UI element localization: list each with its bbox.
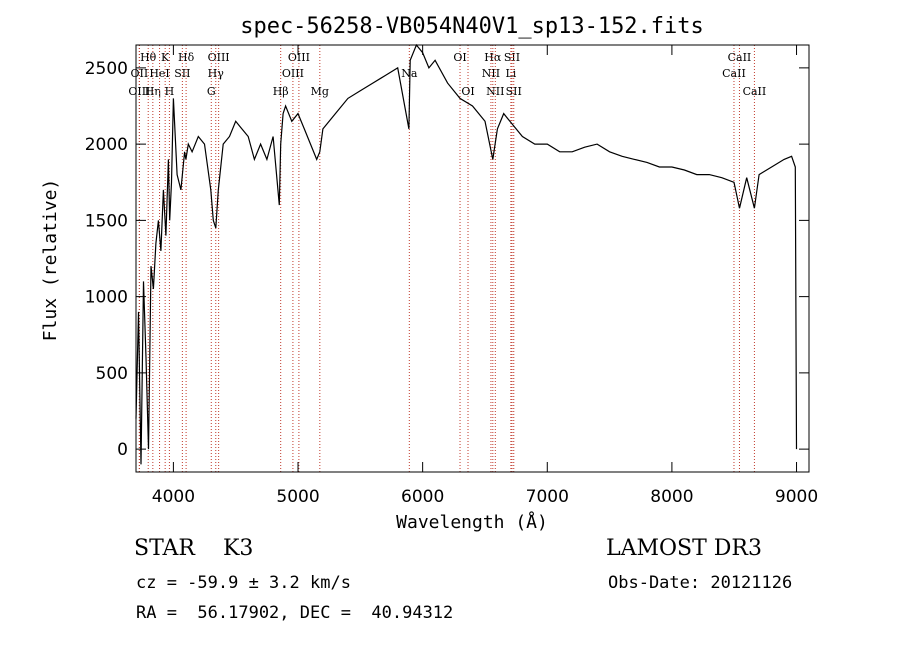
- star-class: STAR K3: [134, 536, 254, 561]
- line-label-6: H: [165, 85, 175, 98]
- line-label-25: CaII: [728, 51, 752, 64]
- x-axis-ticks: 4000 5000 6000 7000 8000 9000: [152, 45, 818, 507]
- y-tick-label-2: 1000: [85, 288, 128, 308]
- line-label-2: OIII: [128, 85, 150, 98]
- line-label-5: K: [161, 51, 170, 64]
- x-tick-label-1: 5000: [276, 487, 319, 507]
- line-label-26: CaII: [722, 67, 746, 80]
- obs-date: Obs-Date: 20121126: [608, 573, 793, 593]
- line-label-20: NII: [482, 67, 500, 80]
- line-label-22: SII: [504, 51, 520, 64]
- line-label-7: Hδ: [178, 51, 195, 64]
- y-tick-label-5: 2500: [85, 59, 128, 79]
- y-axis-ticks: 0 500 1000 1500 2000 2500: [85, 59, 809, 460]
- chart-title: spec-56258-VB054N40V1_sp13-152.fits: [240, 14, 704, 39]
- line-label-18: OI: [461, 85, 474, 98]
- line-label-24: SII: [506, 85, 522, 98]
- y-tick-label-0: 0: [117, 440, 128, 460]
- line-label-13: OIII: [288, 51, 310, 64]
- redshift-cz: cz = -59.9 ± 3.2 km/s: [136, 573, 351, 593]
- line-label-4: HeI: [149, 67, 169, 80]
- line-label-14: OIII: [282, 67, 304, 80]
- x-tick-label-5: 9000: [775, 487, 818, 507]
- line-label-3: Hη: [145, 85, 161, 98]
- x-tick-label-2: 6000: [401, 487, 444, 507]
- line-label-11: G: [207, 85, 216, 98]
- x-axis-label: Wavelength (Å): [396, 511, 548, 533]
- y-axis-label: Flux (relative): [40, 179, 61, 342]
- survey-name: LAMOST DR3: [606, 536, 762, 561]
- line-label-15: Mg: [311, 85, 329, 98]
- spectrum-series: [135, 43, 798, 465]
- line-label-19: Hα: [484, 51, 502, 64]
- x-tick-label-4: 8000: [650, 487, 693, 507]
- line-label-23: Li: [505, 67, 516, 80]
- y-tick-label-4: 2000: [85, 135, 128, 155]
- ra-dec: RA = 56.17902, DEC = 40.94312: [136, 603, 454, 623]
- line-label-8: SII: [174, 67, 190, 80]
- spectrum-line: [135, 43, 798, 465]
- x-tick-label-3: 7000: [526, 487, 569, 507]
- line-label-1: OII: [131, 67, 149, 80]
- line-label-21: NII: [486, 85, 504, 98]
- y-tick-label-3: 1500: [85, 211, 128, 231]
- line-label-12: Hβ: [273, 85, 289, 98]
- plot-frame: [135, 44, 810, 473]
- line-label-0: Hθ: [140, 51, 157, 64]
- y-tick-label-1: 500: [96, 364, 128, 384]
- line-label-9: OIII: [208, 51, 230, 64]
- line-label-10: Hγ: [208, 67, 225, 80]
- line-label-27: CaII: [743, 85, 767, 98]
- line-label-17: OI: [453, 51, 466, 64]
- x-tick-label-0: 4000: [152, 487, 195, 507]
